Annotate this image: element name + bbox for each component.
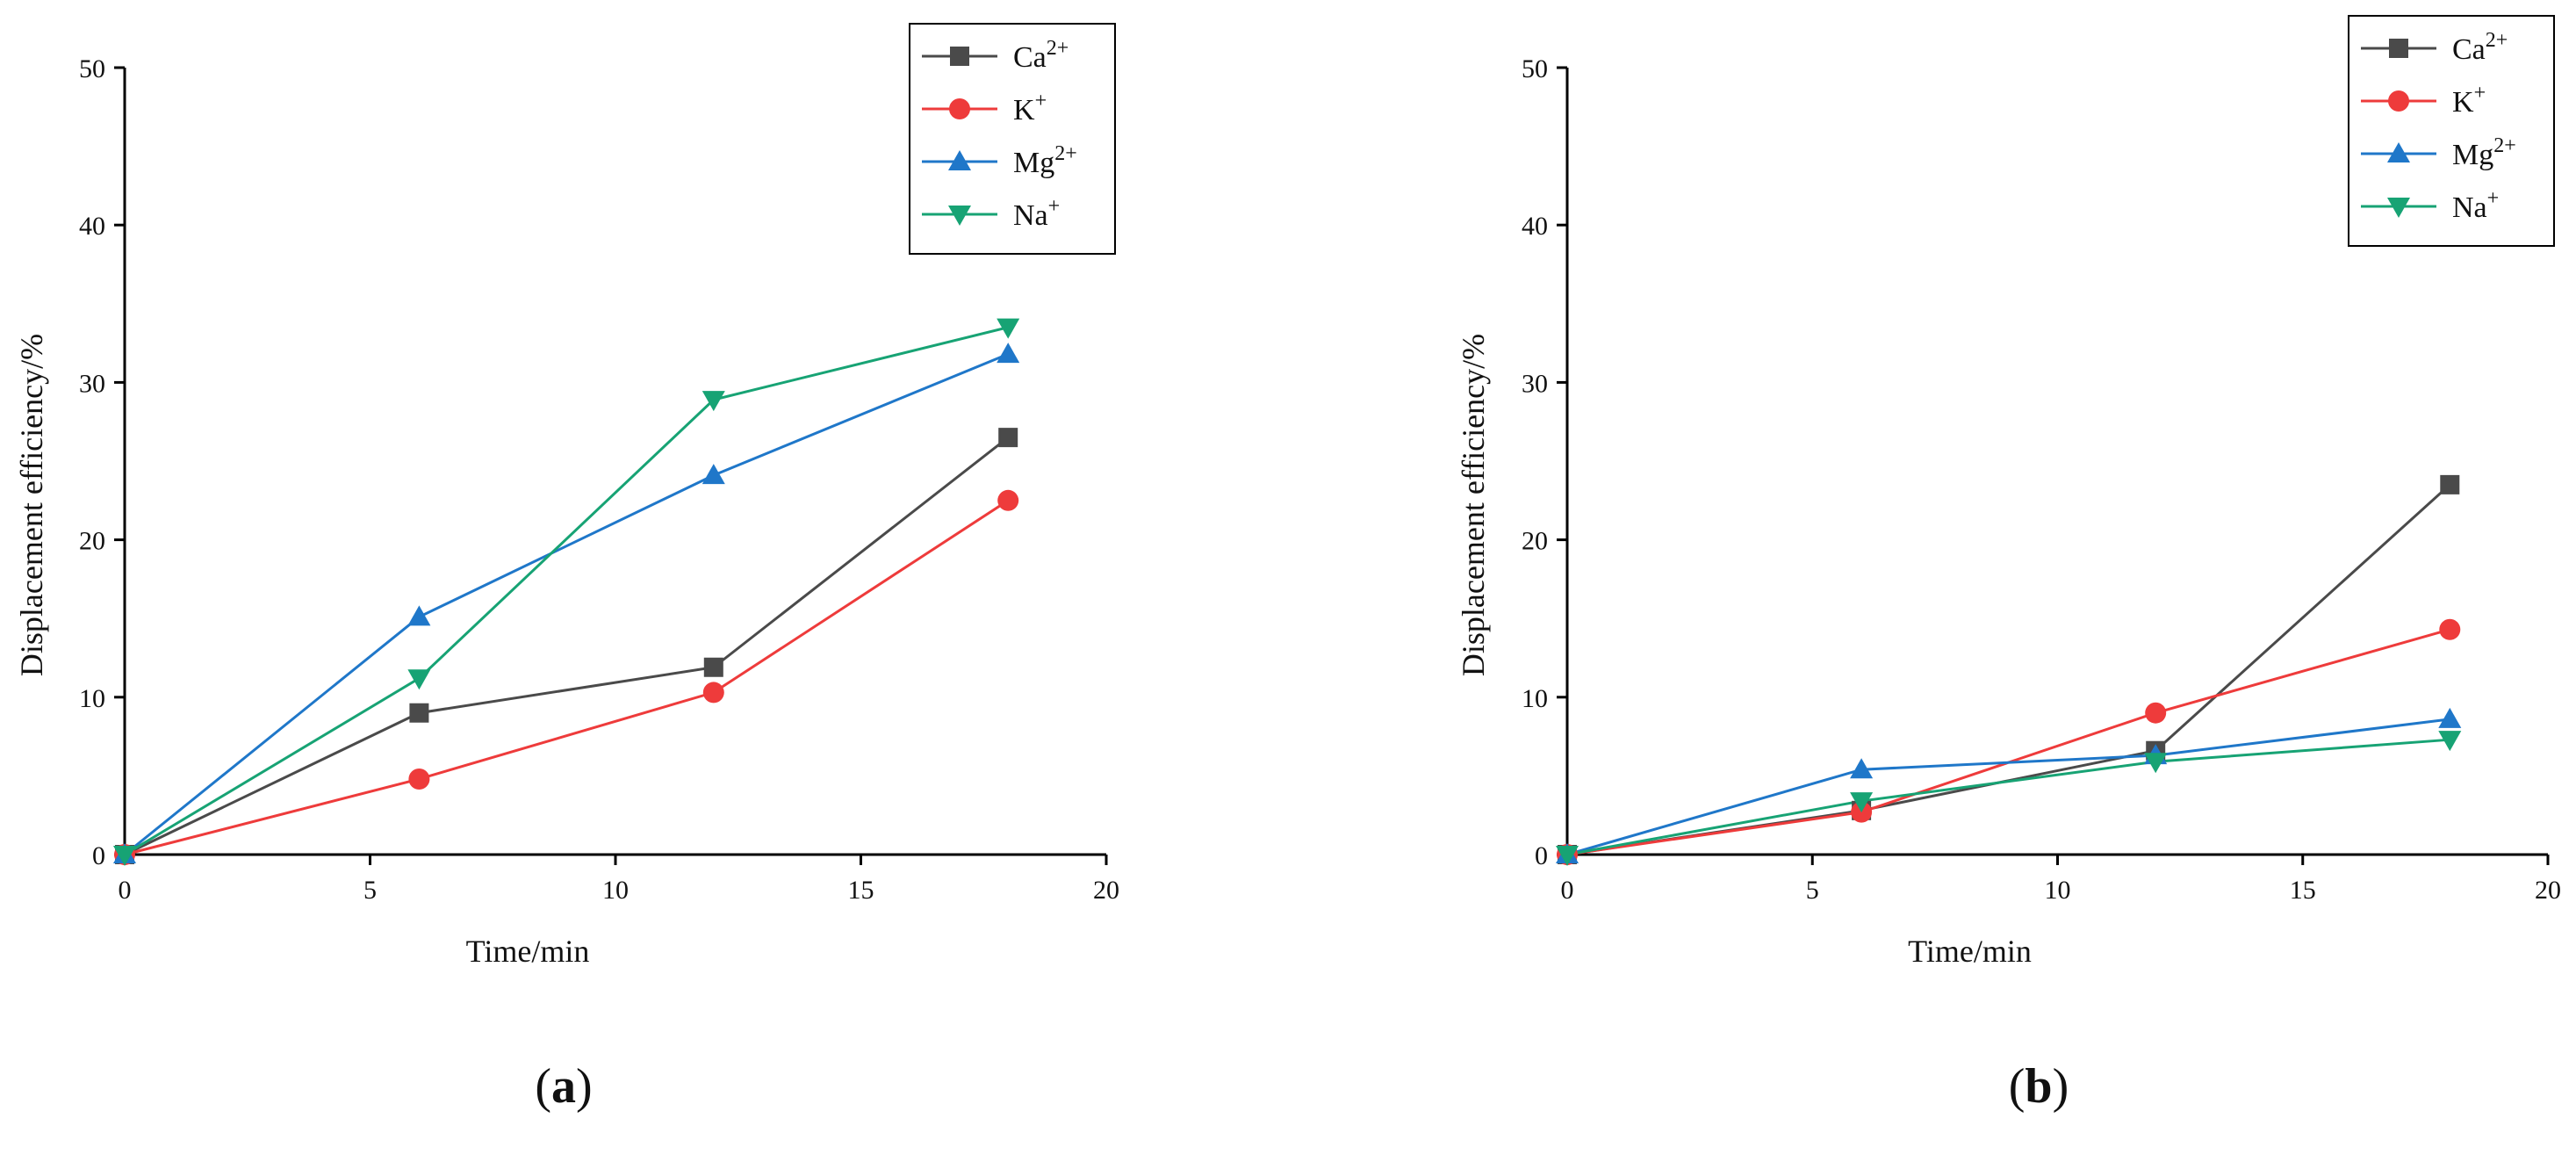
legend-label-ca: Ca2+ — [1013, 37, 1069, 74]
legend-label-ca: Ca2+ — [2452, 29, 2508, 66]
series-line-na — [124, 326, 1009, 856]
data-point-na — [997, 318, 1020, 339]
x-tick-label: 5 — [363, 876, 377, 905]
series-line-na — [1566, 738, 2450, 856]
y-tick-label: 0 — [1535, 841, 1548, 870]
y-tick-label: 50 — [1522, 54, 1548, 83]
y-tick-label: 10 — [79, 684, 105, 713]
legend-marker-na — [2387, 198, 2410, 218]
legend-label-mg: Mg2+ — [2452, 134, 2516, 171]
legend-label-k: K+ — [1013, 90, 1047, 126]
data-point-mg — [702, 464, 725, 485]
data-point-k — [2439, 618, 2461, 640]
x-tick-label: 20 — [2535, 876, 2561, 905]
legend-label-na: Na+ — [1013, 195, 1060, 232]
data-point-na — [407, 669, 431, 690]
y-tick-label: 10 — [1522, 684, 1548, 713]
legend-frame — [2348, 15, 2555, 247]
series-line-k — [1566, 628, 2450, 856]
data-point-k — [997, 489, 1019, 511]
legend-label-na: Na+ — [2452, 187, 2499, 224]
panel-label: (a) — [535, 1059, 592, 1114]
y-tick-label: 0 — [92, 841, 105, 870]
y-tick-label: 30 — [1522, 369, 1548, 398]
x-tick-label: 5 — [1806, 876, 1819, 905]
series-line-ca — [124, 436, 1010, 856]
x-tick-label: 15 — [848, 876, 874, 905]
panel-label: (b) — [2009, 1059, 2069, 1114]
data-point-na — [113, 846, 136, 866]
data-point-k — [702, 682, 724, 704]
x-tick-label: 10 — [602, 876, 629, 905]
data-point-k — [408, 768, 430, 790]
data-point-ca — [409, 703, 429, 723]
panel-b: 0 5 10 15 20 0 10 20 30 40 50 Time/min Displacement … — [1456, 15, 2561, 1114]
y-tick-label: 50 — [79, 54, 105, 83]
x-axis-title: Time/min — [1908, 934, 2032, 969]
y-tick-label: 30 — [79, 369, 105, 398]
series-line-mg — [1566, 718, 2450, 856]
panel-a: 0 5 10 15 20 0 10 20 30 40 50 Time/min Displacement … — [14, 23, 1119, 1114]
legend-label-mg: Mg2+ — [1013, 142, 1077, 179]
data-point-ca — [2440, 474, 2460, 494]
y-tick-label: 40 — [79, 212, 105, 241]
data-point-ca — [998, 428, 1018, 448]
x-tick-label: 20 — [1093, 876, 1119, 905]
legend-marker-mg — [2387, 142, 2410, 162]
y-axis-title: Displacement efficiency/% — [14, 334, 49, 676]
x-tick-label: 0 — [1561, 876, 1574, 905]
legend-label-k: K+ — [2452, 82, 2486, 119]
y-tick-label: 40 — [1522, 212, 1548, 241]
legend-marker-mg — [948, 150, 971, 170]
x-axis-title: Time/min — [466, 934, 590, 969]
series-line-k — [124, 499, 1010, 856]
data-point-mg — [1850, 758, 1874, 779]
data-point-mg — [407, 605, 431, 626]
legend-marker-na — [948, 206, 971, 226]
y-axis-title: Displacement efficiency/% — [1456, 334, 1491, 676]
data-point-na — [2144, 753, 2168, 774]
legend: Ca2+ K+ Mg2+ Na+ — [909, 23, 1116, 255]
data-point-k — [2145, 702, 2167, 724]
data-point-na — [702, 391, 725, 412]
legend-frame — [909, 23, 1116, 255]
data-point-ca — [703, 657, 723, 677]
legend-marker-k — [2388, 90, 2409, 112]
data-point-mg — [997, 343, 1020, 364]
data-point-na — [2438, 731, 2462, 752]
data-point-mg — [2438, 707, 2462, 728]
x-tick-label: 10 — [2045, 876, 2071, 905]
x-tick-label: 15 — [2290, 876, 2316, 905]
legend: Ca2+ K+ Mg2+ Na+ — [2348, 15, 2555, 247]
series-line-ca — [1566, 483, 2451, 856]
y-tick-label: 20 — [1522, 527, 1548, 556]
data-point-na — [1850, 792, 1874, 813]
legend-marker-k — [949, 98, 970, 119]
series-line-mg — [124, 352, 1009, 856]
legend-marker-ca — [2389, 39, 2408, 58]
data-point-na — [1556, 846, 1579, 866]
y-tick-label: 20 — [79, 527, 105, 556]
x-tick-label: 0 — [119, 876, 132, 905]
legend-marker-ca — [950, 47, 969, 66]
